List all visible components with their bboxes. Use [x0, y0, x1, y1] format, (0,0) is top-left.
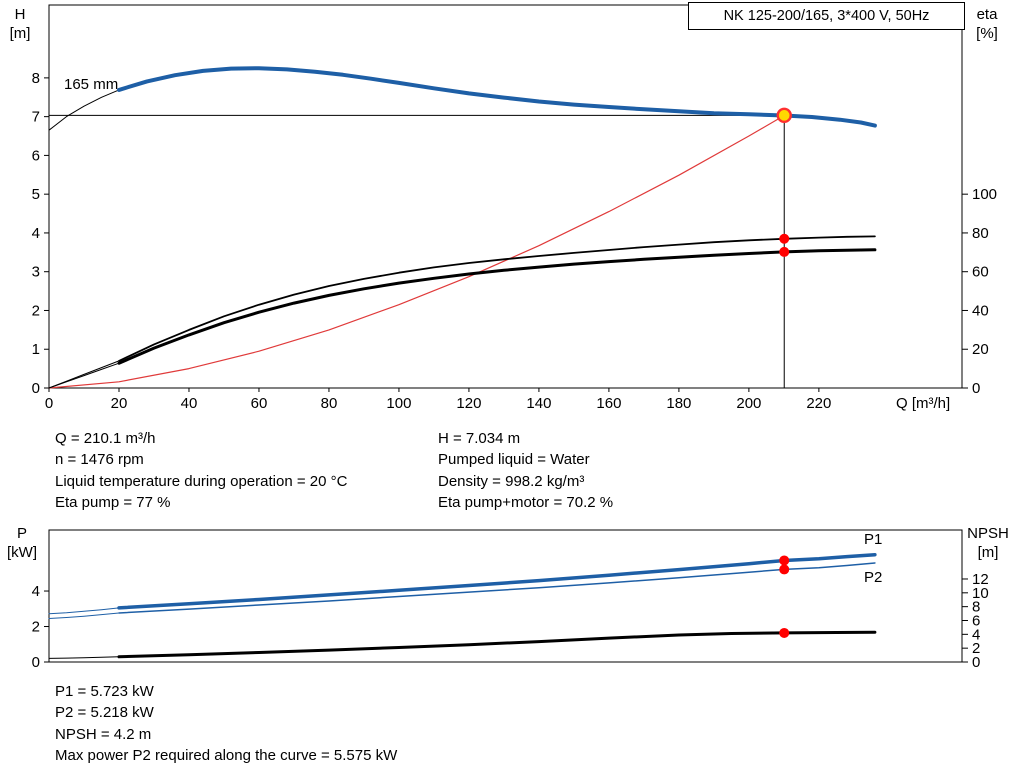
p2-curve-label: P2 [864, 569, 882, 586]
y-left-tick-label: 4 [32, 225, 40, 242]
npsh-curve [117, 630, 877, 659]
p2-extension [48, 612, 120, 619]
y-right-tick-label: 40 [972, 302, 989, 319]
p-axis-symbol: P [16, 525, 27, 542]
y-right-tick-label: 4 [972, 626, 980, 643]
npsh-axis-label: NPSH [m] [956, 524, 1020, 562]
p2-value: P2 = 5.218 kW [55, 704, 154, 722]
duty-info-left: Q = 210.1 m³/h n = 1476 rpm Liquid tempe… [55, 428, 347, 514]
q-axis-label: Q [m³/h] [896, 395, 950, 412]
y-right-tick-label: 60 [972, 264, 989, 281]
h-axis-label: H [m] [0, 5, 40, 43]
y-right-tick-label: 8 [972, 599, 980, 616]
y-right-tick-label: 6 [972, 612, 980, 629]
power-chart-frame [48, 529, 963, 663]
y-right-tick-label: 12 [972, 571, 989, 588]
x-tick-label: 180 [666, 395, 691, 412]
npsh-value: NPSH = 4.2 m [55, 725, 152, 743]
max-p2-value: Max power P2 required along the curve = … [55, 747, 398, 765]
eta-pump [118, 235, 876, 362]
npsh-axis-unit: [m] [977, 544, 999, 561]
x-tick-label: 100 [386, 395, 411, 412]
y-left-tick-label: 2 [32, 302, 40, 319]
y-left-tick-label: 0 [32, 654, 40, 671]
p1-duty-dot [779, 555, 790, 566]
y-left-tick-label: 0 [32, 380, 40, 397]
h-axis-symbol: H [14, 6, 26, 23]
p-axis-unit: [kW] [7, 544, 37, 561]
x-tick-label: 80 [321, 395, 338, 412]
x-tick-label: 140 [526, 395, 551, 412]
pumped-liquid-value: Pumped liquid = Water [438, 451, 590, 469]
y-right-tick-label: 0 [972, 380, 980, 397]
npsh-axis-symbol: NPSH [967, 525, 1009, 542]
y-left-tick-label: 8 [32, 70, 40, 87]
y-right-tick-label: 80 [972, 225, 989, 242]
npsh-duty-dot [779, 627, 790, 638]
eta-pump-motor-value: Eta pump+motor = 70.2 % [438, 494, 614, 512]
x-tick-label: 0 [45, 395, 53, 412]
x-tick-label: 200 [736, 395, 761, 412]
head-value: H = 7.034 m [438, 430, 521, 447]
y-right-tick-label: 10 [972, 585, 989, 602]
eta-pump-motor-duty-dot [779, 246, 790, 257]
pump-curve-extension [48, 89, 120, 131]
liquid-temperature-value: Liquid temperature during operation = 20… [55, 472, 348, 490]
eta-pump-duty-dot [779, 233, 790, 244]
h-axis-unit: [m] [9, 25, 31, 42]
duty-info-right: H = 7.034 m Pumped liquid = Water Densit… [438, 428, 613, 514]
p1-curve-label: P1 [864, 531, 882, 548]
duty-point-marker[interactable] [776, 107, 792, 124]
pump-title-box: NK 125-200/165, 3*400 V, 50Hz [688, 2, 965, 30]
hq-chart-frame [48, 4, 963, 389]
x-tick-label: 60 [251, 395, 268, 412]
y-right-tick-label: 2 [972, 640, 980, 657]
y-left-tick-label: 3 [32, 264, 40, 281]
y-left-tick-label: 2 [32, 619, 40, 636]
eta-pump-motor [117, 248, 877, 365]
eta-axis-unit: [%] [976, 25, 998, 42]
y-left-tick-label: 7 [32, 109, 40, 126]
eta-pump-value: Eta pump = 77 % [55, 494, 171, 512]
x-tick-label: 120 [456, 395, 481, 412]
pump-curve-165mm [117, 66, 877, 128]
y-left-tick-label: 4 [32, 583, 40, 600]
y-right-tick-label: 100 [972, 186, 997, 203]
x-tick-label: 40 [181, 395, 198, 412]
p1-curve [117, 552, 877, 610]
p-axis-label: P [kW] [0, 524, 44, 562]
npsh-extension [48, 656, 120, 659]
eta-axis-symbol: eta [976, 6, 998, 23]
power-info: P1 = 5.723 kW P2 = 5.218 kW NPSH = 4.2 m… [55, 681, 397, 767]
p1-value: P1 = 5.723 kW [55, 683, 154, 700]
eta-axis-label: eta [%] [964, 5, 1010, 43]
y-right-tick-label: 0 [972, 654, 980, 671]
p1-extension [48, 607, 120, 615]
y-left-tick-label: 5 [32, 186, 40, 203]
y-left-tick-label: 6 [32, 147, 40, 164]
x-tick-label: 220 [806, 395, 831, 412]
y-right-tick-label: 20 [972, 341, 989, 358]
speed-value: n = 1476 rpm [55, 451, 144, 469]
x-tick-label: 160 [596, 395, 621, 412]
x-tick-label: 20 [111, 395, 128, 412]
impeller-size-label: 165 mm [64, 76, 118, 93]
y-left-tick-label: 1 [32, 341, 40, 358]
p2-duty-dot [779, 564, 790, 575]
flow-value: Q = 210.1 m³/h [55, 430, 156, 447]
system-curve [48, 114, 785, 389]
p2-curve [118, 562, 876, 614]
eta-pump-motor-extension [48, 362, 120, 389]
density-value: Density = 998.2 kg/m³ [438, 472, 585, 490]
